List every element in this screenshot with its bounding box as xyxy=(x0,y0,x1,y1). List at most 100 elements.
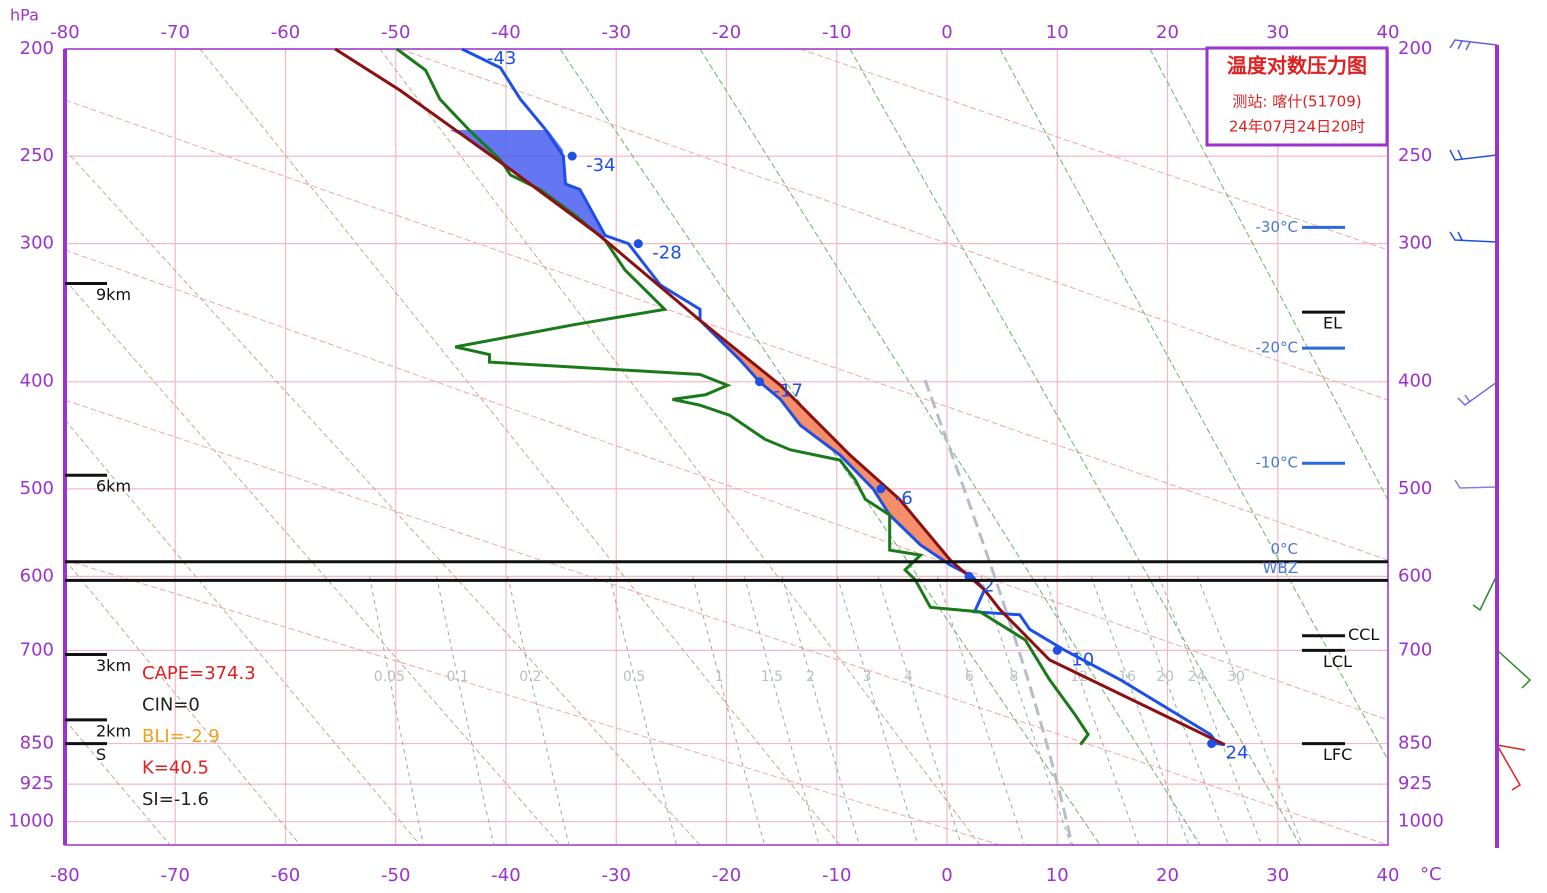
mixing-ratio-line xyxy=(980,576,1072,846)
mixing-ratio-label: 0.5 xyxy=(623,669,645,685)
height-label: 9km xyxy=(96,285,131,304)
x-tick-label: -80 xyxy=(50,22,79,43)
temp-label: 24 xyxy=(1226,743,1249,764)
dry-adiabats xyxy=(64,48,981,846)
temp-label: -28 xyxy=(652,243,681,264)
x-tick-label: 40 xyxy=(1377,865,1400,886)
mixing-ratio-line xyxy=(1196,576,1304,846)
level-label: LFC xyxy=(1323,745,1352,764)
x-tick-label: 10 xyxy=(1046,865,1069,886)
index-label: SI=-1.6 xyxy=(142,789,209,810)
x-tick-label: -20 xyxy=(712,22,741,43)
height-label: 3km xyxy=(96,656,131,675)
y-tick-label: 850 xyxy=(1398,733,1432,754)
y-tick-label: 500 xyxy=(1398,478,1432,499)
x-tick-label: -30 xyxy=(602,865,631,886)
mixing-ratio-label: 20 xyxy=(1156,669,1174,685)
x-tick-label: 0 xyxy=(941,22,952,43)
mixing-ratio-line xyxy=(609,576,677,846)
station: 测站: 喀什(51709) xyxy=(1232,93,1361,111)
mixing-ratio-line xyxy=(781,576,860,846)
mixing-ratio-line xyxy=(1090,576,1190,846)
y-tick-label: 1000 xyxy=(1398,811,1444,832)
mixing-ratio-label: 1 xyxy=(715,669,724,685)
temp-label: -17 xyxy=(774,381,803,402)
cape-area xyxy=(700,320,972,576)
x-tick-label: 40 xyxy=(1377,22,1400,43)
temp-label: -34 xyxy=(586,155,615,176)
y-tick-label: 400 xyxy=(1398,371,1432,392)
height-label: 6km xyxy=(96,477,131,496)
x-tick-label: 10 xyxy=(1046,22,1069,43)
x-tick-label: -40 xyxy=(491,865,520,886)
temp-label: -6 xyxy=(895,488,913,509)
mixing-ratio-label: 1.5 xyxy=(761,669,783,685)
mixing-ratio-line xyxy=(1158,576,1263,846)
level-label: LCL xyxy=(1323,652,1352,671)
index-label: CAPE=374.3 xyxy=(142,663,256,684)
y-tick-label: 600 xyxy=(1398,565,1432,586)
y-tick-label: 250 xyxy=(20,145,54,166)
mixing-ratio-line xyxy=(507,576,570,846)
temp-point xyxy=(876,484,886,494)
x-tick-label: -30 xyxy=(602,22,631,43)
mixing-ratio-line xyxy=(436,576,495,846)
isotherm-label: -20°C xyxy=(1256,339,1298,357)
x-tick-label: 30 xyxy=(1266,22,1289,43)
x-tick-label: -50 xyxy=(381,22,410,43)
profile-line xyxy=(395,47,1090,746)
mixing-ratio-label: 6 xyxy=(965,669,974,685)
profile-line xyxy=(461,47,1226,747)
y-tick-label: 700 xyxy=(20,639,54,660)
x-tick-label: 0 xyxy=(941,865,952,886)
temp-point xyxy=(964,571,974,581)
title: 温度对数压力图 xyxy=(1227,54,1367,78)
mixing-ratio-line xyxy=(936,576,1025,846)
x-tick-label: -50 xyxy=(381,865,410,886)
y-tick-label: 300 xyxy=(1398,233,1432,254)
moist-adiabats xyxy=(559,48,1389,846)
freezing-label: 0°C xyxy=(1270,540,1298,558)
mixing-ratio-line xyxy=(369,576,424,846)
isotherm-label: -30°C xyxy=(1256,218,1298,236)
mixing-ratio-label: 0.05 xyxy=(374,669,405,685)
index-label: CIN=0 xyxy=(142,695,200,716)
y-tick-label: 850 xyxy=(20,733,54,754)
temp-point xyxy=(1207,739,1217,749)
y-tick-label: 1000 xyxy=(8,811,54,832)
x-tick-label: -70 xyxy=(161,22,190,43)
y-tick-label: 200 xyxy=(1398,38,1432,59)
y-tick-label: 925 xyxy=(20,773,54,794)
y-tick-label: 600 xyxy=(20,565,54,586)
isotherm-label: -10°C xyxy=(1256,454,1298,472)
wet-bulb-curve xyxy=(923,379,1074,846)
mixing-ratio-line xyxy=(877,576,962,846)
temp-point xyxy=(567,151,577,161)
mixing-ratio-label: 24 xyxy=(1188,669,1206,685)
moist-lines xyxy=(64,48,1389,846)
x-tick-label: -20 xyxy=(712,865,741,886)
mixing-ratio-label: 0.1 xyxy=(446,669,468,685)
profile-line xyxy=(334,47,1226,747)
height-label: S xyxy=(96,745,106,764)
x-tick-label: -10 xyxy=(822,22,851,43)
temp-point xyxy=(755,377,765,387)
x-unit: °C xyxy=(1420,864,1442,885)
x-tick-label: -70 xyxy=(161,865,190,886)
level-label: CCL xyxy=(1348,625,1379,644)
mixing-ratio-line xyxy=(743,576,820,846)
freezing-label: WBZ xyxy=(1263,559,1298,577)
x-tick-label: 20 xyxy=(1156,865,1179,886)
temp-point xyxy=(1052,645,1062,655)
mixing-ratio-label: 4 xyxy=(904,669,913,685)
y-tick-label: 200 xyxy=(20,38,54,59)
x-tick-label: -80 xyxy=(50,865,79,886)
y-unit: hPa xyxy=(10,6,39,25)
y-tick-label: 925 xyxy=(1398,773,1432,794)
cin-area xyxy=(450,130,605,238)
mixing-ratio-label: 0.2 xyxy=(519,669,541,685)
mixing-ratio-label: 3 xyxy=(863,669,872,685)
x-tick-label: -60 xyxy=(271,22,300,43)
temp-label: -43 xyxy=(487,48,516,69)
